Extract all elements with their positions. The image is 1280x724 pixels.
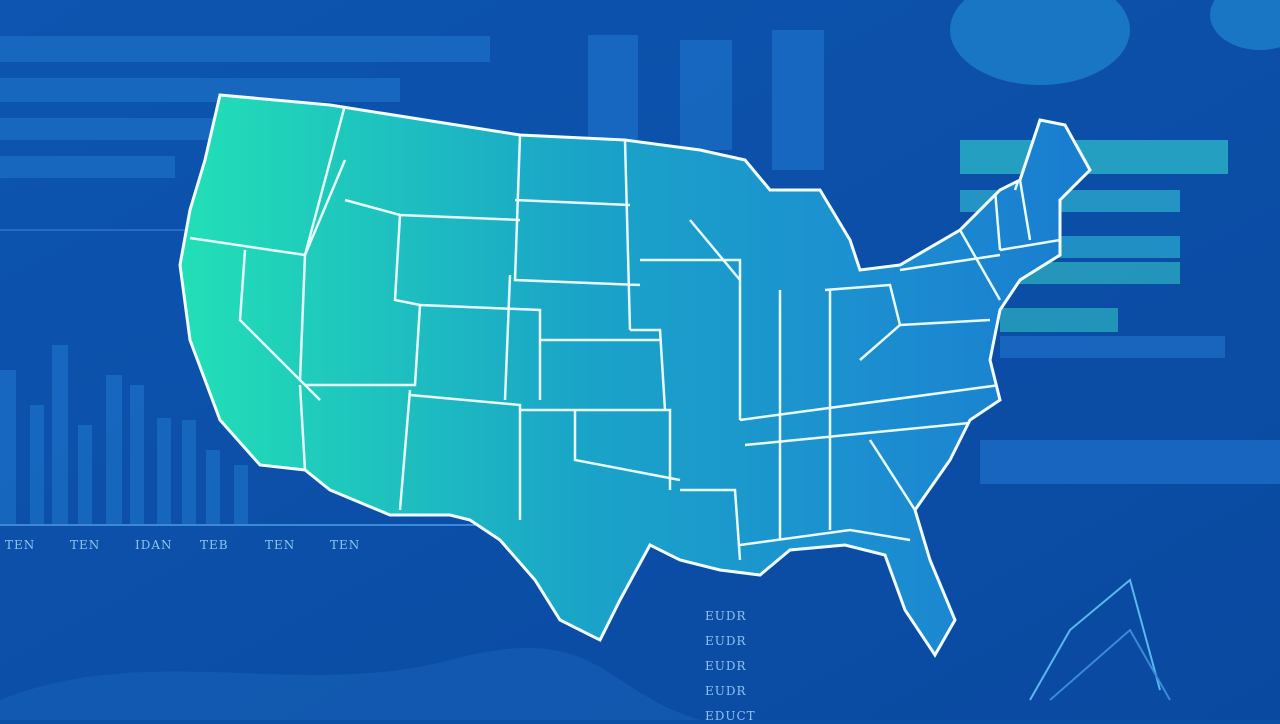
axis-label: TEN <box>5 538 35 552</box>
axis-label: TEN <box>330 538 360 552</box>
line-chart <box>1029 578 1161 701</box>
background-wave <box>0 647 700 720</box>
axis-label: TEB <box>200 538 229 552</box>
axis-label: EUDR <box>705 609 747 623</box>
background-bars <box>0 0 1280 525</box>
axis-label: EUDR <box>705 684 747 698</box>
axis-label: EUDR <box>705 634 747 648</box>
axis-label: EDUCT <box>705 709 756 720</box>
axis-label: TEN <box>70 538 100 552</box>
state-borders <box>189 104 1061 561</box>
line-chart <box>1049 628 1171 701</box>
map <box>178 93 1092 657</box>
axis-label: EUDR <box>705 659 747 673</box>
axis-label: IDAN <box>135 538 173 552</box>
axis-label: TEN <box>265 538 295 552</box>
